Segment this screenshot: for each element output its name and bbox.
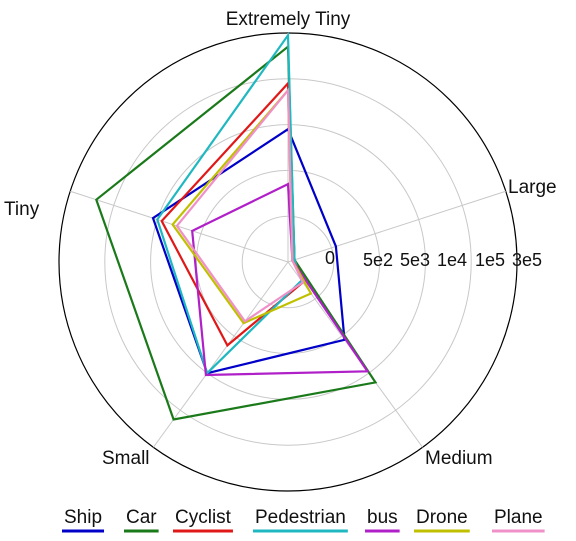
- radar-spoke: [287, 190, 506, 263]
- axis-labels: Extremely Tiny Large Medium Small Tiny: [4, 9, 557, 469]
- legend-label-ship: Ship: [64, 507, 102, 528]
- radar-spoke: [152, 261, 289, 448]
- ring-tick-label: 1e4: [437, 250, 467, 270]
- ring-tick-label: 5e2: [363, 250, 393, 270]
- legend: Ship Car Cyclist Pedestrian bus Drone Plane: [62, 507, 545, 533]
- legend-label-bus: bus: [367, 507, 398, 528]
- ring-tick-label: 1e5: [475, 250, 505, 270]
- ring-tick-labels: 0 5e2 5e3 1e4 1e5 3e5: [325, 248, 542, 270]
- axis-label: Large: [508, 177, 557, 198]
- series-line-pedestrian: [156, 31, 303, 376]
- ring-tick-label: 3e5: [512, 250, 542, 270]
- axis-label: Medium: [425, 448, 493, 469]
- axis-label: Extremely Tiny: [226, 9, 351, 30]
- radar-spoke: [70, 190, 289, 263]
- axis-label: Small: [102, 448, 150, 469]
- axis-label: Tiny: [4, 199, 40, 220]
- legend-label-pedestrian: Pedestrian: [255, 507, 346, 528]
- legend-label-cyclist: Cyclist: [175, 507, 232, 528]
- legend-label-drone: Drone: [416, 507, 468, 528]
- series-line-ship: [151, 127, 346, 375]
- series-line-bus: [191, 182, 370, 377]
- legend-label-car: Car: [126, 507, 157, 528]
- ring-tick-label: 0: [325, 248, 335, 268]
- ring-tick-label: 5e3: [400, 250, 430, 270]
- legend-label-plane: Plane: [494, 507, 543, 528]
- series-line-plane: [175, 87, 305, 323]
- radar-series: [95, 31, 378, 421]
- series-line-car: [95, 44, 378, 421]
